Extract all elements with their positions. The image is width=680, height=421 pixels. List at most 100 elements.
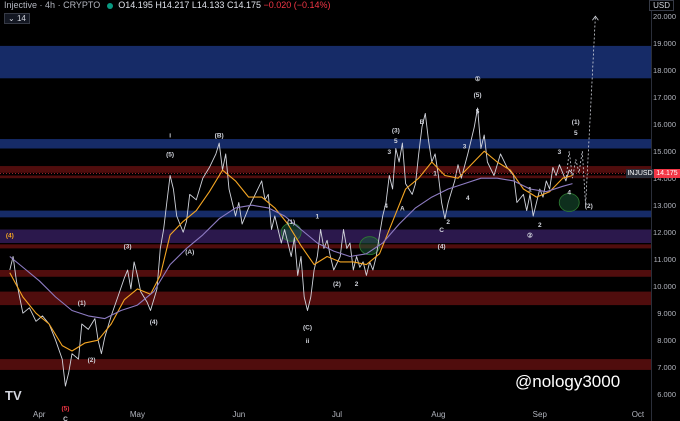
time-axis: Apr May Jun Jul Aug Sep Oct	[33, 410, 645, 419]
chart-series	[0, 107, 651, 387]
series-price	[9, 107, 573, 387]
y-tick-label: 9.000	[657, 309, 676, 318]
wave-label: (5)	[61, 405, 69, 412]
wave-label: (1)	[287, 219, 295, 226]
highlight-circle	[359, 236, 381, 256]
wave-label: C	[63, 416, 68, 421]
tradingview-logo: TV	[5, 388, 22, 403]
separator-dot: ·	[39, 0, 46, 10]
symbol-header: Injective · 4h · CRYPTO O14.195 H14.217 …	[4, 0, 331, 10]
y-tick-label: 15.000	[653, 147, 676, 156]
interval[interactable]: 4h	[45, 0, 56, 10]
x-tick-label: May	[130, 410, 145, 419]
wave-label: (2)	[88, 357, 96, 364]
x-tick-label: Aug	[431, 410, 445, 419]
wave-label: 4	[567, 189, 571, 196]
y-tick-label: 8.000	[657, 336, 676, 345]
indicator-collapse-button[interactable]: ⌄ 14	[4, 13, 30, 24]
exchange: CRYPTO	[63, 0, 101, 10]
wave-label: ①	[475, 75, 481, 83]
wave-label: i	[169, 133, 171, 140]
wave-label: (A)	[185, 249, 194, 256]
wave-label: (4)	[438, 243, 446, 250]
chevron-down-icon: ⌄	[8, 14, 17, 23]
wave-label: 3	[387, 149, 391, 156]
last-price-label: 14.175	[654, 168, 680, 178]
wave-label: 2	[446, 219, 450, 226]
y-tick-label: 19.000	[653, 39, 676, 48]
wave-label: 4	[384, 203, 388, 210]
y-tick-label: 10.000	[653, 282, 676, 291]
wave-label: C	[439, 227, 444, 234]
x-tick-label: Jul	[332, 410, 342, 419]
highlight-circle	[558, 193, 580, 212]
zone-blue	[0, 139, 651, 149]
wave-label: ②	[527, 232, 533, 240]
wave-label: 2	[355, 281, 359, 288]
wave-label: 5	[574, 130, 578, 137]
wave-label: 2	[538, 222, 542, 229]
wave-label: 3	[558, 149, 562, 156]
projection-line	[565, 16, 596, 206]
separator-dot: ·	[57, 0, 64, 10]
y-tick-label: 17.000	[653, 93, 676, 102]
wave-label: 4	[466, 195, 470, 202]
ohlc-low: L14.133	[191, 0, 225, 10]
y-tick-label: 11.000	[654, 255, 676, 264]
price-axis-divider	[651, 0, 652, 421]
y-tick-label: 7.000	[657, 363, 676, 372]
zone-red	[0, 244, 651, 249]
wave-label: (2)	[333, 281, 341, 288]
wave-label: 5	[394, 138, 398, 145]
y-tick-label: 14.000	[653, 174, 676, 183]
zone-purple	[0, 229, 651, 243]
symbol-name[interactable]: Injective	[4, 0, 38, 10]
series-ema_slow	[9, 177, 573, 320]
y-tick-label: 20.000	[653, 12, 676, 21]
wave-label: (5)	[474, 92, 482, 99]
wave-label: A	[400, 206, 405, 213]
ohlc-close: C14.175	[226, 0, 261, 10]
wave-label: (1)	[78, 300, 86, 307]
x-tick-label: Sep	[533, 410, 548, 419]
wave-label: (C)	[303, 324, 312, 331]
wave-label: (4)	[150, 319, 158, 326]
symbol-price-label: INJUSD	[626, 168, 654, 178]
wave-label: (1)	[572, 119, 580, 126]
x-tick-label: Jun	[232, 410, 245, 419]
y-tick-label: 16.000	[653, 120, 676, 129]
indicator-count: 14	[16, 14, 26, 23]
currency-button[interactable]: USD	[649, 0, 674, 11]
zone-red	[0, 175, 651, 179]
wave-label: (4)	[6, 233, 14, 240]
zone-red	[0, 291, 651, 306]
ohlc-high: H14.217	[155, 0, 190, 10]
arrow-up-icon	[592, 15, 599, 21]
series-ema_fast	[9, 150, 573, 352]
wave-label: B	[420, 119, 425, 126]
support-resistance-zones	[0, 45, 651, 370]
wave-label: (B)	[215, 133, 224, 140]
ohlc-change: −0.020 (−0.14%)	[263, 0, 331, 10]
ohlc-open: O14.195	[118, 0, 153, 10]
zone-red	[0, 166, 651, 173]
wave-label: 1	[316, 214, 320, 221]
x-tick-label: Oct	[632, 410, 645, 419]
wave-label: 5	[476, 108, 480, 115]
wave-label: ii	[306, 338, 310, 345]
market-status-icon	[106, 2, 113, 9]
wave-label: (3)	[124, 243, 132, 250]
author-watermark: @nology3000	[515, 372, 621, 391]
wave-label: 1	[433, 171, 437, 178]
y-tick-label: 12.000	[653, 228, 676, 237]
wave-label: (3)	[392, 127, 400, 134]
x-tick-label: Apr	[33, 410, 46, 419]
zone-blue	[0, 45, 651, 79]
y-tick-label: 18.000	[653, 66, 676, 75]
wave-label: (2)	[585, 203, 593, 210]
zone-red	[0, 359, 651, 370]
wave-label: 3	[463, 144, 467, 151]
zone-red	[0, 270, 651, 277]
wave-label: (5)	[166, 152, 174, 159]
